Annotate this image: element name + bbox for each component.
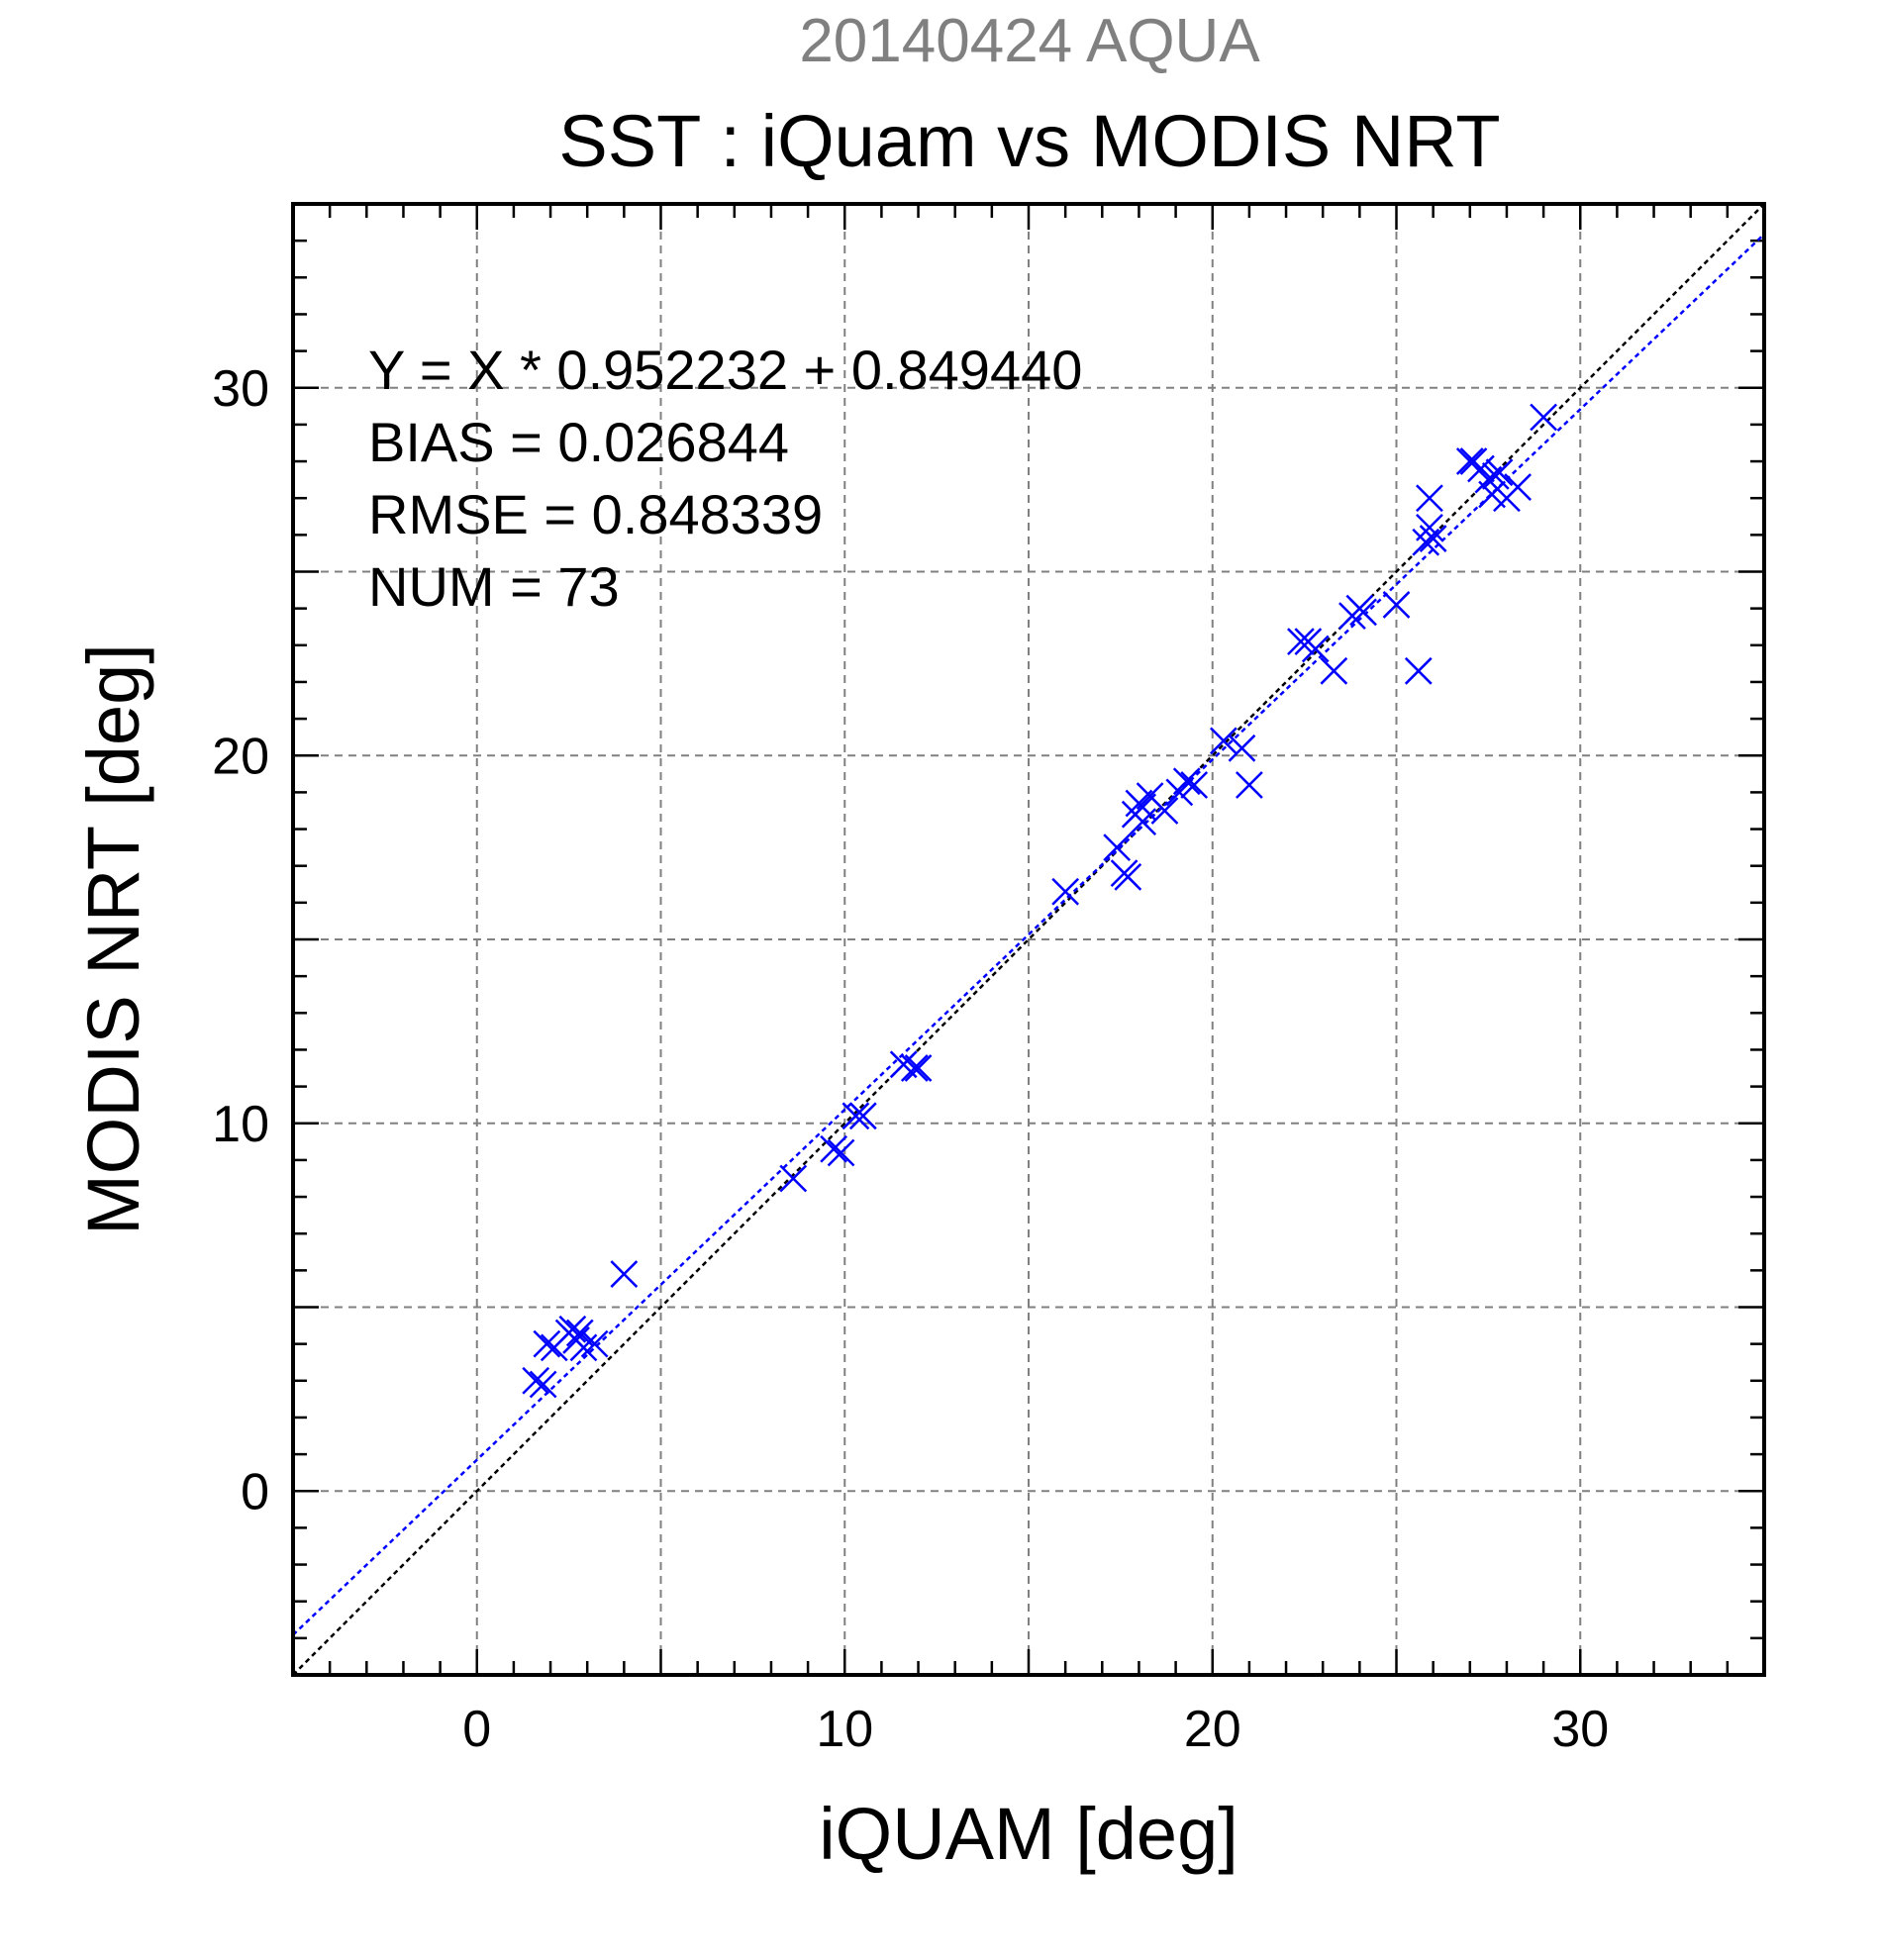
y-tick-label: 10 [212,1096,269,1153]
data-point-x-marker [569,1333,598,1362]
data-point-x-marker [1051,877,1080,906]
data-point-x-marker [1301,635,1330,663]
chart-title: SST : iQuam vs MODIS NRT [558,100,1500,182]
data-point-x-marker [1172,767,1201,796]
grid-lines [293,204,1764,1675]
y-tick-label: 20 [212,728,269,785]
y-tick-label: 30 [212,360,269,418]
data-point-x-marker [1530,403,1557,432]
x-tick-label: 10 [816,1701,873,1758]
x-tick-label: 0 [462,1701,491,1758]
data-point-x-marker [610,1260,639,1288]
x-tick-label: 20 [1184,1701,1241,1758]
data-point-x-marker [779,1164,808,1193]
data-point-x-marker [1504,473,1532,501]
data-point-x-marker [529,1370,557,1399]
data-point-x-marker [533,1329,561,1358]
data-point-x-marker [842,1102,870,1130]
data-point-x-marker [1210,727,1238,755]
data-point-x-marker [1129,808,1157,836]
data-point-x-marker [1419,525,1447,552]
x-axis-label: iQUAM [deg] [819,1793,1238,1875]
data-point-x-marker [1180,771,1209,799]
data-point-x-marker [1416,514,1443,541]
data-point-x-marker [820,1134,847,1163]
data-point-x-marker [558,1315,587,1343]
data-point-x-marker [1228,734,1256,762]
stats-bias: BIAS = 0.026844 [368,411,789,473]
y-axis-label: MODIS NRT [deg] [72,643,154,1235]
data-point-x-marker [580,1329,609,1358]
stats-num: NUM = 73 [368,555,620,618]
data-point-x-marker [904,1054,933,1082]
data-points [522,403,1557,1399]
data-point-x-marker [1349,598,1377,627]
data-point-x-marker [1236,771,1263,799]
y-tick-label: 0 [241,1463,269,1520]
data-point-x-marker [900,1054,929,1082]
data-point-x-marker [848,1102,877,1130]
data-point-x-marker [1287,628,1315,655]
data-point-x-marker [1114,862,1142,891]
data-point-x-marker [522,1366,550,1395]
minor-ticks [293,204,1764,1675]
stats-annotation: Y = X * 0.952232 + 0.849440 BIAS = 0.026… [368,339,1082,618]
y-tick-labels: 0 10 20 30 [212,360,269,1521]
x-tick-labels: 0 10 20 30 [462,1701,1609,1758]
data-point-x-marker [1150,797,1179,825]
data-point-x-marker [1485,458,1514,487]
data-point-x-marker [1416,484,1443,513]
data-point-x-marker [1103,833,1132,862]
x-tick-label: 30 [1551,1701,1609,1758]
data-point-x-marker [827,1138,855,1167]
data-point-x-marker [1382,591,1411,619]
data-point-x-marker [1404,656,1433,685]
stats-rmse: RMSE = 0.848339 [368,483,823,545]
chart-suptitle: 20140424 AQUA [799,7,1260,75]
plot-frame [291,202,1766,1677]
stats-fit-equation: Y = X * 0.952232 + 0.849440 [368,339,1082,401]
data-point-x-marker [1320,656,1348,685]
